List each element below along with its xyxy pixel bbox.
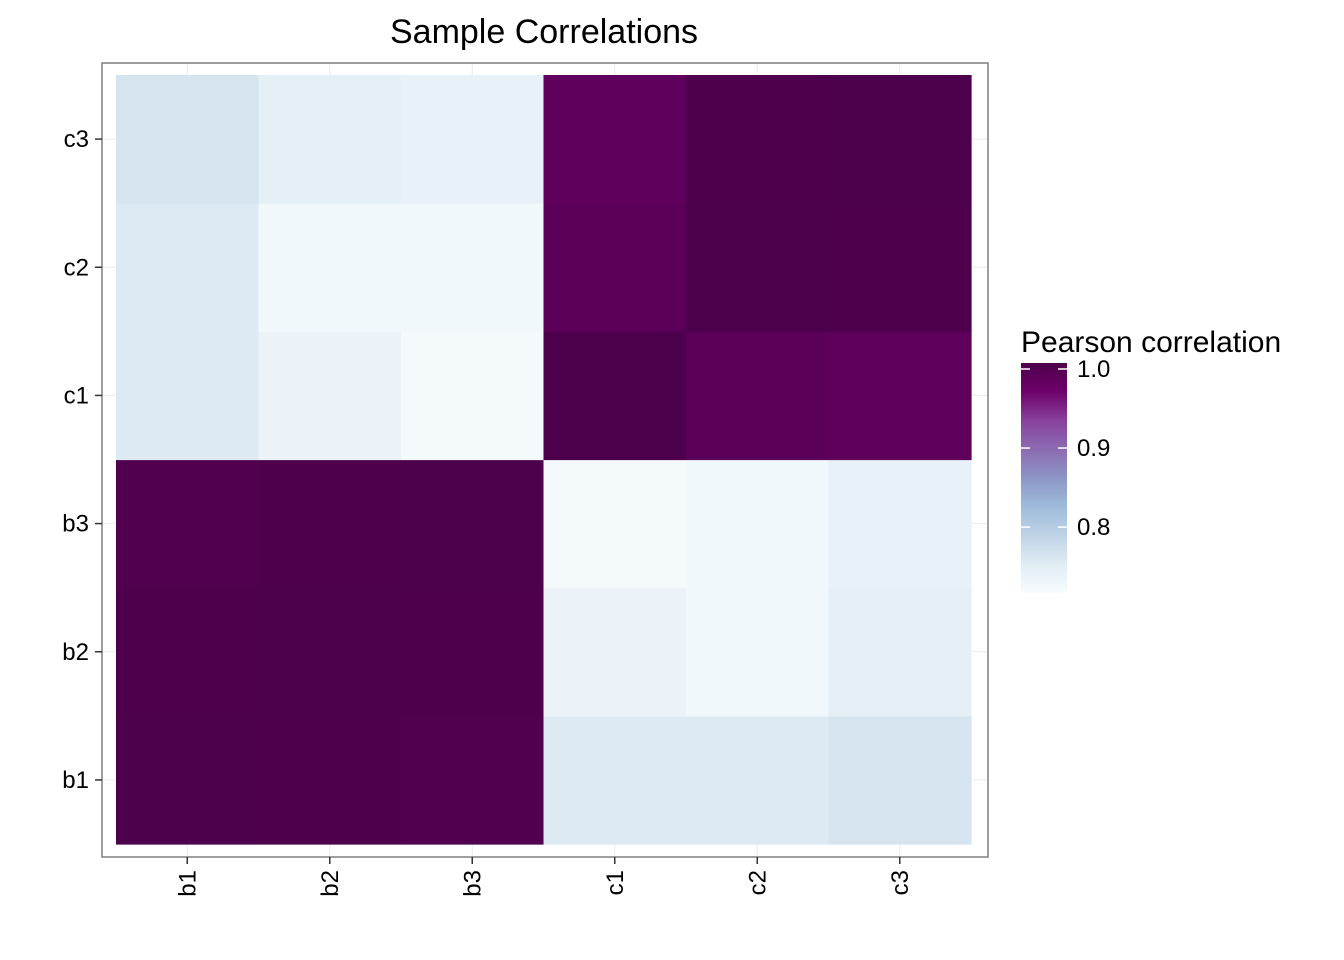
heatmap-cell-b1-c2	[686, 715, 830, 845]
legend-ticks: 0.8 0.9 1.0	[1021, 356, 1110, 541]
chart-title: Sample Correlations	[390, 13, 698, 51]
heatmap-cell-c3-b1	[116, 75, 260, 204]
heatmap-cell-c1-b2	[258, 331, 402, 461]
heatmap-cell-b2-c2	[686, 587, 830, 717]
heatmap-cell-b1-b1	[116, 715, 260, 845]
y-tick-label: b3	[62, 511, 89, 538]
x-tick-label: c2	[744, 870, 771, 895]
heatmap-cell-b2-b2	[258, 587, 402, 717]
heatmap-cell-c3-b3	[401, 75, 545, 204]
x-tick-label: b1	[174, 870, 201, 897]
heatmap-cell-c1-b3	[401, 331, 545, 461]
heatmap-cell-b1-c1	[543, 715, 687, 845]
heatmap-cell-b1-b2	[258, 715, 402, 845]
y-tick-label: b2	[62, 639, 89, 666]
heatmap-cell-b1-b3	[401, 715, 545, 845]
x-tick-label: c3	[887, 870, 914, 895]
plot-panel	[101, 62, 989, 858]
heatmap-cell-c2-b3	[401, 203, 545, 332]
heatmap-cell-b3-c1	[543, 459, 687, 589]
heatmap-cell-c1-c2	[686, 331, 830, 461]
y-tick-label: c3	[64, 126, 89, 153]
heatmap-cell-c2-c1	[543, 203, 687, 332]
legend-colorbar	[1021, 363, 1067, 593]
heatmap-cell-b2-b3	[401, 587, 545, 717]
heatmap-cell-c2-c2	[686, 203, 830, 332]
y-tick-label: c2	[64, 254, 89, 281]
heatmap-cell-c3-c2	[686, 75, 830, 204]
heatmap-cell-b2-b1	[116, 587, 260, 717]
x-axis: b1 b2 b3 c1 c2 c3	[174, 857, 914, 897]
y-tick-label: b1	[62, 767, 89, 794]
heatmap-cell-b3-b2	[258, 459, 402, 589]
x-tick-label: b3	[459, 870, 486, 897]
legend-break-label: 1.0	[1077, 356, 1110, 383]
color-legend: Pearson correlation 0.8 0.9 1.0	[1021, 326, 1281, 593]
heatmap-cell-b3-c2	[686, 459, 830, 589]
x-tick-label: c1	[602, 870, 629, 895]
heatmap-cell-c3-b2	[258, 75, 402, 204]
heatmap-cell-b3-c3	[828, 459, 972, 589]
heatmap-cell-b2-c3	[828, 587, 972, 717]
heatmap-cell-b3-b1	[116, 459, 260, 589]
legend-break-label: 0.8	[1077, 514, 1110, 541]
heatmap-cell-c3-c1	[543, 75, 687, 204]
heatmap-cell-c2-b1	[116, 203, 260, 332]
heatmap-cell-c1-b1	[116, 331, 260, 461]
heatmap-cell-c3-c3	[828, 75, 972, 204]
heatmap-cell-c1-c3	[828, 331, 972, 461]
x-tick-label: b2	[317, 870, 344, 897]
y-tick-label: c1	[64, 382, 89, 409]
heatmap-cells	[116, 75, 972, 845]
heatmap-cell-b1-c3	[828, 715, 972, 845]
heatmap-cell-c1-c1	[543, 331, 687, 461]
heatmap-cell-c2-b2	[258, 203, 402, 332]
heatmap-cell-c2-c3	[828, 203, 972, 332]
heatmap-cell-b3-b3	[401, 459, 545, 589]
heatmap-cell-b2-c1	[543, 587, 687, 717]
legend-title: Pearson correlation	[1021, 326, 1281, 359]
legend-break-label: 0.9	[1077, 435, 1110, 462]
y-axis: b1 b2 b3 c1 c2 c3	[62, 126, 102, 794]
